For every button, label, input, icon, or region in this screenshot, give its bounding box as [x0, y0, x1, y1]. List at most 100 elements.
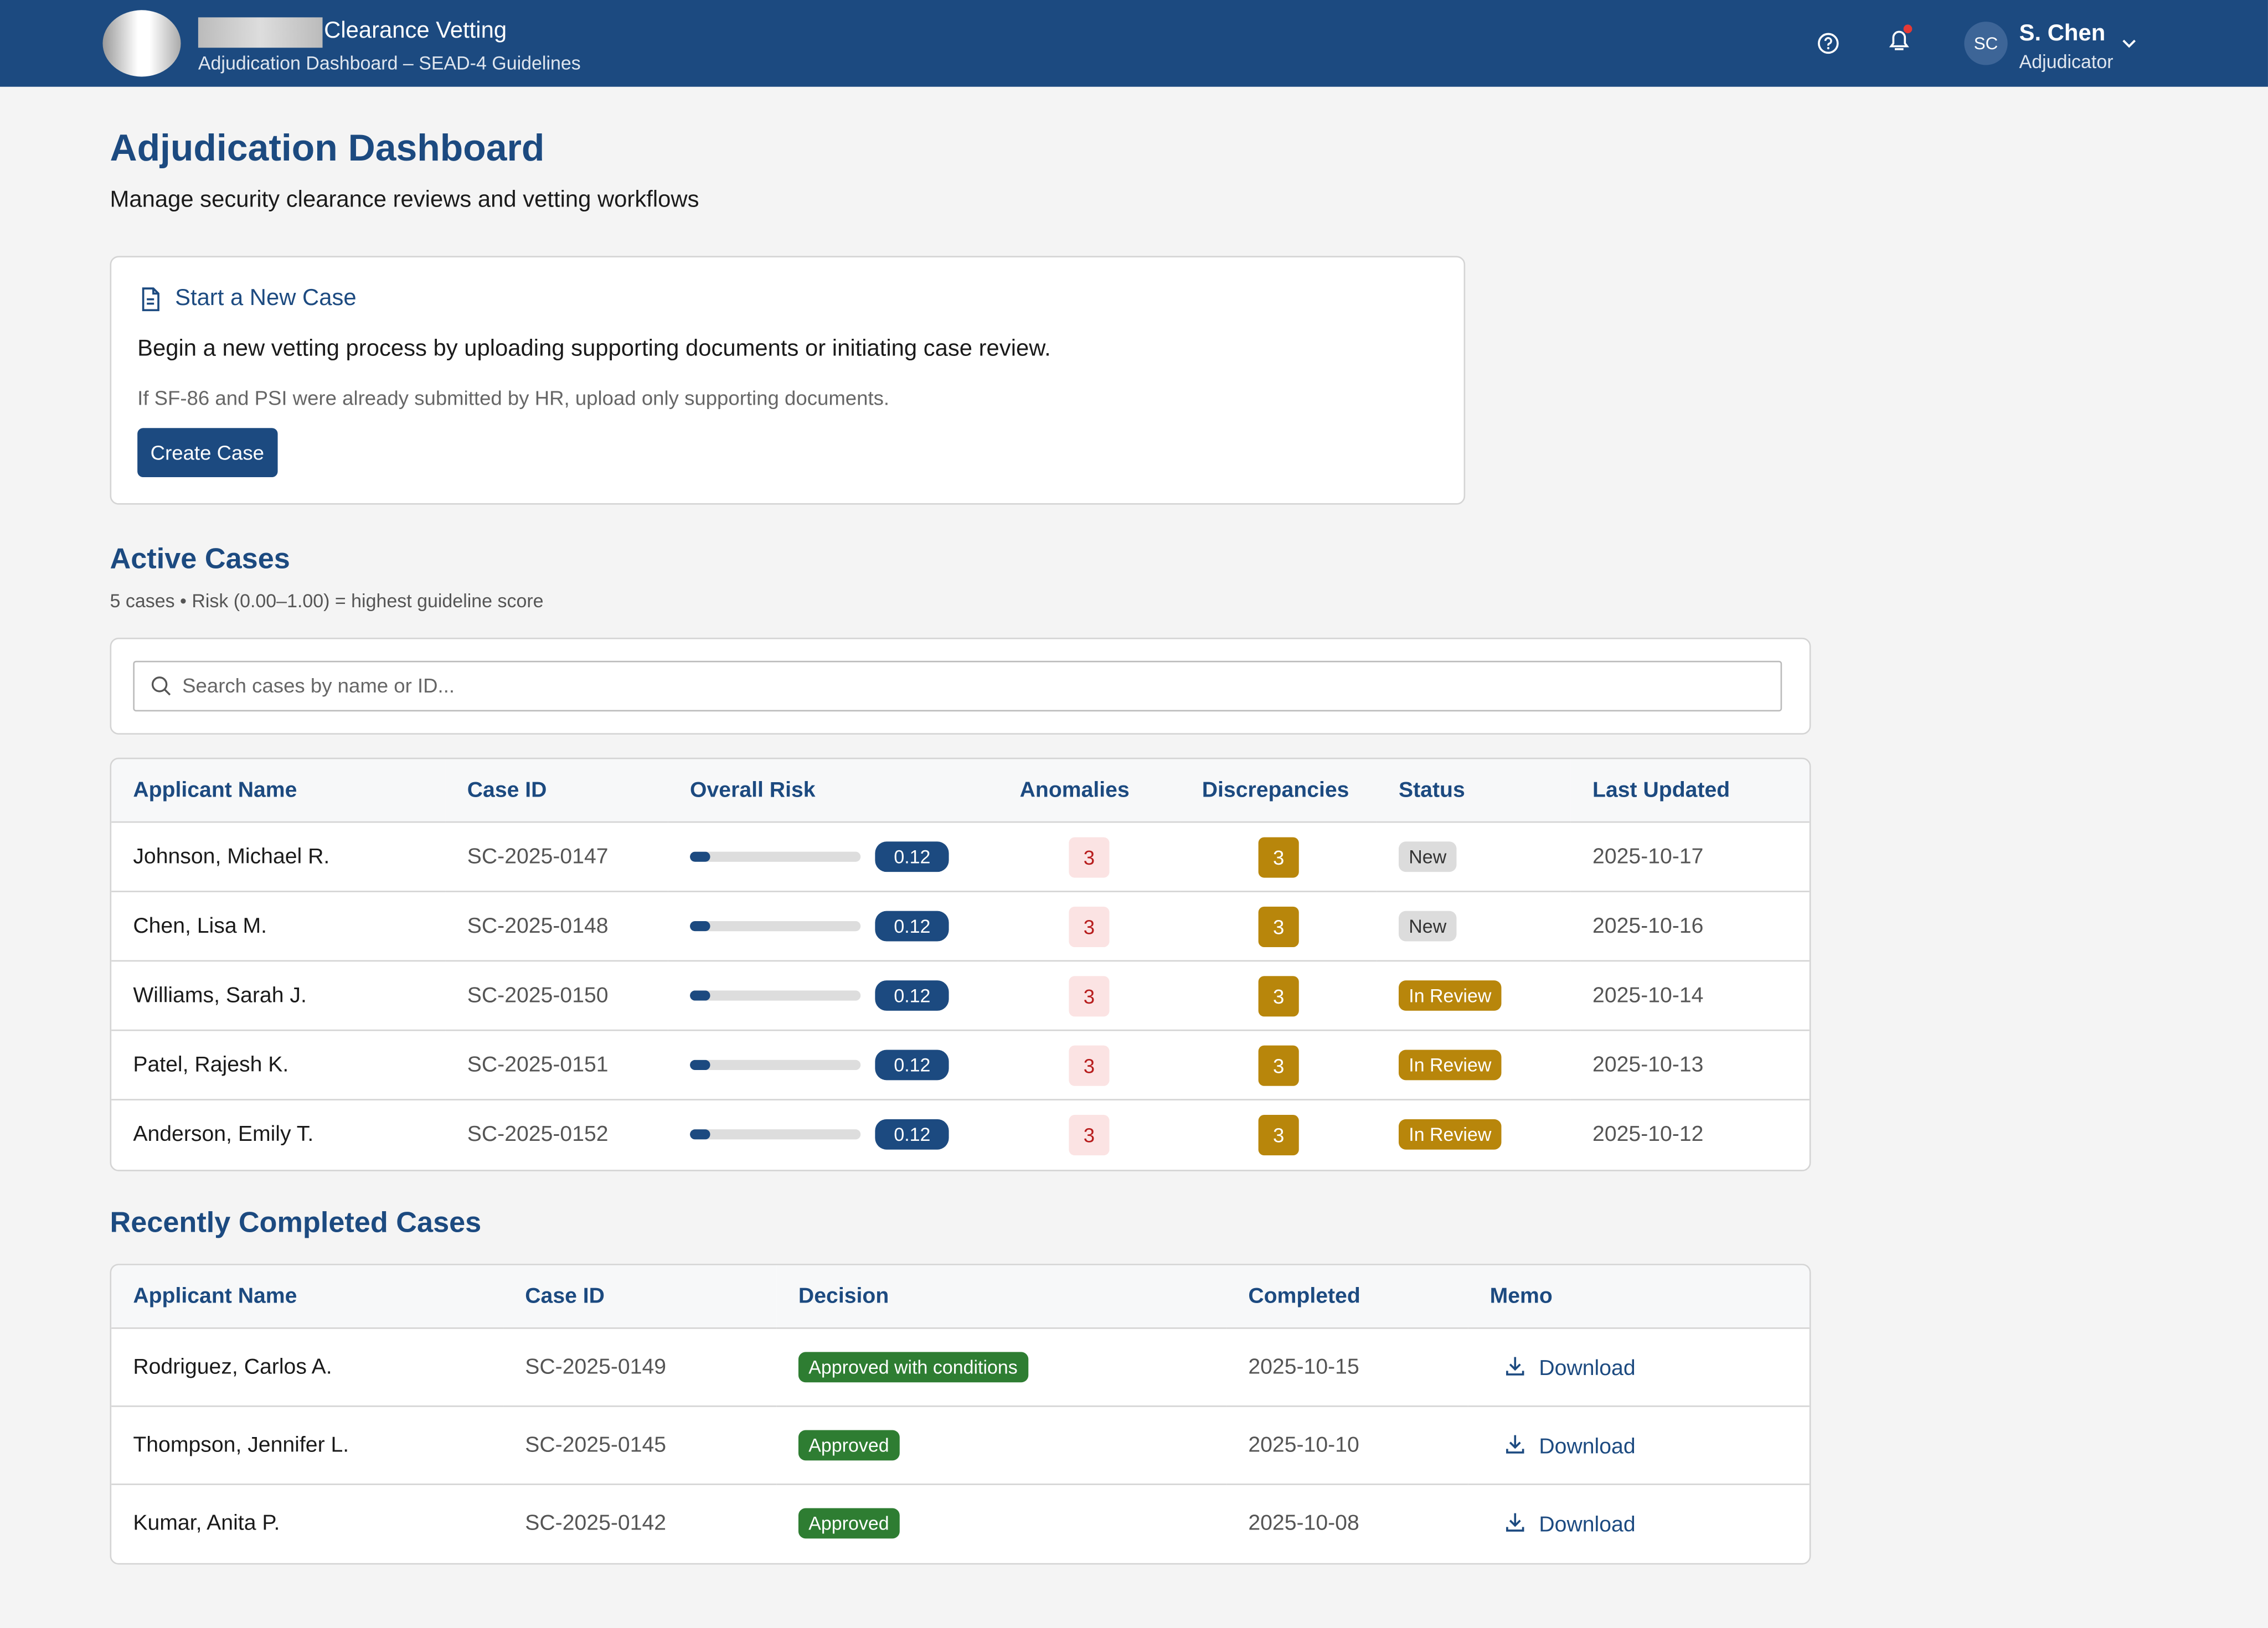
- table-header: Applicant Name Case ID Overall Risk Anomali…: [111, 759, 1810, 823]
- applicant-name: Anderson, Emily T.: [133, 1122, 314, 1148]
- risk-cell: 0.12: [668, 891, 998, 962]
- column-header: Anomalies: [998, 759, 1181, 823]
- download-text: Download: [1539, 1433, 1636, 1459]
- applicant-name: Rodriguez, Carlos A.: [111, 1328, 504, 1407]
- case-row[interactable]: Anderson, Emily T. SC-2025-0152 0.12 3 3 In R…: [111, 1100, 1810, 1169]
- discrepancies-count: 3: [1258, 975, 1299, 1016]
- status-badge: New: [1398, 841, 1457, 872]
- column-header: Discrepancies: [1180, 759, 1377, 823]
- completed-date: 2025-10-08: [1248, 1511, 1359, 1536]
- risk-bar: [690, 1060, 710, 1071]
- completed-row: Rodriguez, Carlos A. SC-2025-0149 Approved…: [111, 1328, 1810, 1407]
- user-role: Adjudicator: [2019, 50, 2114, 73]
- column-header: Completed: [1226, 1265, 1468, 1329]
- anomalies-count: 3: [1069, 975, 1110, 1016]
- memo-cell: Download: [1468, 1406, 1810, 1485]
- active-cases-summary: 5 cases • Risk (0.00–1.00) = highest gui…: [110, 590, 544, 612]
- anomalies-cell: 3: [998, 1100, 1180, 1169]
- download-link[interactable]: Download: [1504, 1512, 1636, 1537]
- last-updated: 2025-10-14: [1570, 960, 1810, 1031]
- decision-badge: Approved with conditions: [798, 1352, 1028, 1383]
- download-text: Download: [1539, 1512, 1636, 1537]
- completed-date: 2025-10-10: [1226, 1406, 1468, 1485]
- last-updated: 2025-10-13: [1570, 1030, 1810, 1100]
- status-badge: In Review: [1398, 980, 1502, 1011]
- new-case-card: Start a New Case Begin a new vetting pro…: [110, 256, 1466, 505]
- download-text: Download: [1539, 1355, 1636, 1381]
- risk-cell: 0.12: [668, 960, 998, 1031]
- column-header: Decision: [776, 1265, 1227, 1329]
- download-icon: [1506, 1513, 1524, 1532]
- column-header: Overall Risk: [668, 759, 998, 823]
- user-menu-chevron[interactable]: [2120, 36, 2137, 50]
- notifications-icon[interactable]: [1882, 22, 1916, 56]
- avatar[interactable]: SC: [1964, 22, 2008, 65]
- decision-badge: Approved: [798, 1508, 899, 1539]
- case-row[interactable]: Williams, Sarah J. SC-2025-0150 0.12 3 3 In R…: [111, 960, 1810, 1031]
- applicant-name: Kumar, Anita P.: [133, 1511, 280, 1536]
- case-row[interactable]: Chen, Lisa M. SC-2025-0148 0.12 3 3 New 2025-1…: [111, 891, 1810, 962]
- search-input[interactable]: Search cases by name or ID...: [133, 660, 1782, 712]
- discrepancies-count: 3: [1258, 1045, 1299, 1086]
- status-cell: New: [1377, 891, 1571, 962]
- page-title: Adjudication Dashboard: [110, 126, 545, 169]
- anomalies-count: 3: [1069, 1114, 1110, 1155]
- status-badge: In Review: [1398, 1050, 1502, 1081]
- create-case-button[interactable]: Create Case: [137, 428, 277, 478]
- download-link[interactable]: Download: [1504, 1356, 1636, 1380]
- case-row[interactable]: Patel, Rajesh K. SC-2025-0151 0.12 3 3 In Rev…: [111, 1030, 1810, 1100]
- search-placeholder: Search cases by name or ID...: [182, 674, 455, 697]
- download-link[interactable]: Download: [1504, 1434, 1636, 1458]
- app-subtitle: Adjudication Dashboard – SEAD-4 Guidelin…: [198, 52, 581, 74]
- discrepancies-count: 3: [1258, 906, 1299, 947]
- column-header: Applicant Name: [111, 1265, 504, 1329]
- status-cell: New: [1377, 822, 1571, 892]
- last-updated: 2025-10-16: [1570, 891, 1810, 962]
- status-badge: In Review: [1398, 1119, 1502, 1150]
- risk-value: 0.12: [875, 841, 950, 872]
- risk-bar-track: [690, 851, 861, 862]
- column-header: Applicant Name: [111, 759, 446, 823]
- discrepancies-cell: 3: [1180, 891, 1377, 962]
- completed-cases-table: Applicant Name Case ID Decision Completed Me…: [111, 1265, 1810, 1563]
- case-id: SC-2025-0152: [467, 1122, 609, 1148]
- discrepancies-count: 3: [1258, 836, 1299, 877]
- status-cell: In Review: [1377, 1100, 1571, 1169]
- case-id: SC-2025-0145: [503, 1406, 777, 1485]
- case-row[interactable]: Johnson, Michael R. SC-2025-0147 0.12 3 3 New…: [111, 822, 1810, 892]
- risk-cell: 0.12: [668, 1100, 998, 1169]
- case-id: SC-2025-0151: [445, 1030, 668, 1100]
- risk-bar-track: [690, 1060, 861, 1071]
- memo-cell: Download: [1468, 1484, 1809, 1562]
- case-id: SC-2025-0142: [525, 1511, 667, 1536]
- completed-row: Thompson, Jennifer L. SC-2025-0145 Approve…: [111, 1406, 1810, 1485]
- anomalies-count: 3: [1069, 1045, 1110, 1086]
- status-cell: In Review: [1377, 1030, 1571, 1100]
- applicant-name: Johnson, Michael R.: [111, 822, 446, 892]
- help-icon[interactable]: [1817, 32, 1840, 55]
- logo: [102, 10, 181, 77]
- table-header: Applicant Name Case ID Decision Completed Me…: [111, 1265, 1810, 1329]
- download-icon: [1506, 1434, 1524, 1453]
- document-icon: [142, 287, 159, 312]
- risk-cell: 0.12: [668, 1030, 998, 1100]
- active-cases-table: Applicant Name Case ID Overall Risk Anomali…: [111, 759, 1810, 1169]
- risk-bar: [690, 990, 710, 1001]
- redacted-name: [198, 17, 323, 48]
- column-header: Memo: [1468, 1265, 1810, 1329]
- discrepancies-count: 3: [1258, 1114, 1299, 1155]
- column-header: Case ID: [445, 759, 668, 823]
- risk-bar-track: [690, 1129, 861, 1140]
- last-updated: 2025-10-12: [1592, 1122, 1704, 1148]
- completed-cases-title: Recently Completed Cases: [110, 1207, 482, 1239]
- case-id: SC-2025-0147: [445, 822, 668, 892]
- applicant-name: Williams, Sarah J.: [111, 960, 446, 1031]
- case-id: SC-2025-0150: [445, 960, 668, 1031]
- risk-value: 0.12: [875, 1119, 950, 1150]
- risk-value: 0.12: [875, 980, 950, 1011]
- risk-bar-track: [690, 921, 861, 932]
- column-header: Case ID: [503, 1265, 777, 1329]
- user-name[interactable]: S. Chen: [2019, 22, 2106, 46]
- decision-cell: Approved: [776, 1406, 1227, 1485]
